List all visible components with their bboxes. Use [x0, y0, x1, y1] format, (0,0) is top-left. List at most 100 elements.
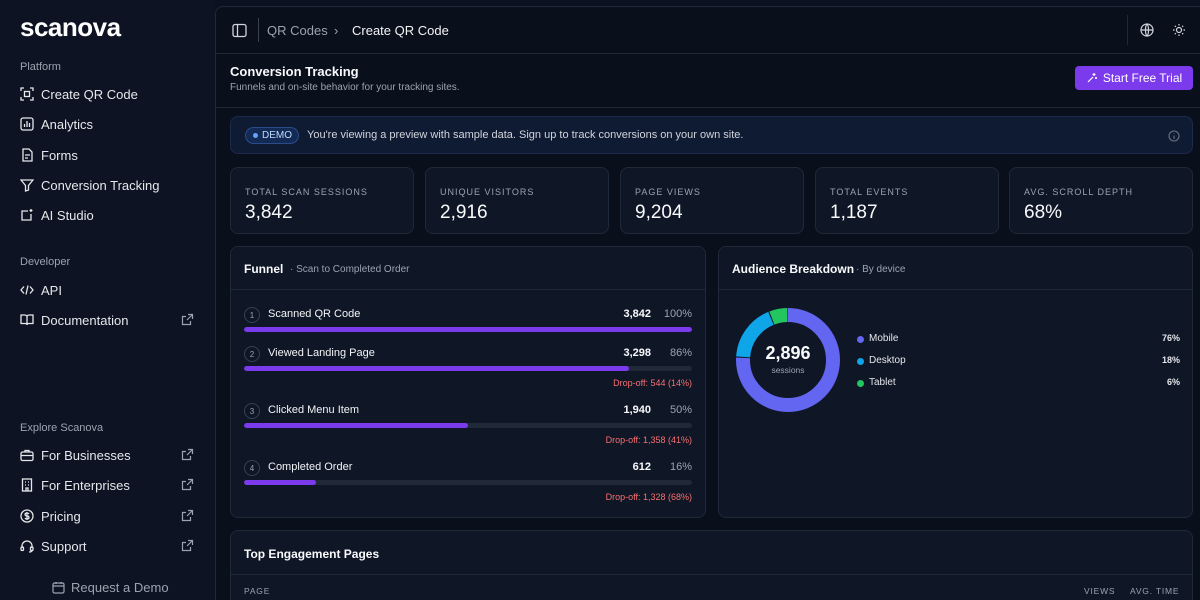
funnel-progress-track	[244, 480, 692, 485]
sidebar-item-label: Create QR Code	[41, 86, 138, 102]
request-demo-label: Request a Demo	[71, 580, 169, 595]
theme-sun-icon[interactable]	[1172, 23, 1186, 37]
funnel-progress-fill	[244, 366, 630, 371]
sidebar-item-analytics[interactable]: Analytics	[20, 113, 200, 135]
stat-label: TOTAL EVENTS	[830, 187, 909, 197]
funnel-step-number: 2	[244, 346, 260, 362]
sidebar-item-label: Conversion Tracking	[41, 177, 160, 193]
donut-slice-mobile[interactable]	[736, 308, 840, 412]
funnel-card-header: Funnel · Scan to Completed Order	[231, 247, 705, 290]
funnel-progress-track	[244, 327, 692, 332]
start-free-trial-label: Start Free Trial	[1102, 71, 1183, 85]
explore-section-label: Explore Scanova	[20, 422, 104, 434]
external-link-icon	[181, 448, 194, 461]
scanova-logo[interactable]: scanova	[20, 12, 121, 42]
sidebar-item-for-businesses[interactable]: For Businesses	[20, 444, 200, 466]
column-header-page[interactable]: PAGE	[244, 586, 271, 596]
form-icon	[20, 148, 34, 162]
breadcrumb-qr-codes[interactable]: QR Codes	[267, 23, 328, 38]
legend-item-mobile: Mobile 76%	[857, 333, 1180, 347]
funnel-dropoff: Drop-off: 1,328 (68%)	[605, 492, 692, 502]
topbar-divider	[258, 18, 259, 42]
qr-scan-icon	[20, 87, 34, 101]
stat-label: PAGE VIEWS	[635, 187, 701, 197]
legend-item-tablet: Tablet 6%	[857, 377, 1180, 391]
breadcrumb-chevron-icon: ›	[334, 23, 339, 38]
sidebar-item-conversion-tracking[interactable]: Conversion Tracking	[20, 174, 200, 196]
sidebar-item-support[interactable]: Support	[20, 535, 200, 557]
bar-chart-icon	[20, 117, 34, 131]
funnel-step-percent: 86%	[669, 347, 692, 359]
engagement-table-header: PAGE VIEWS AVG. TIME	[231, 574, 1192, 600]
start-free-trial-button[interactable]: Start Free Trial	[1075, 66, 1193, 90]
sidebar-item-label: API	[41, 282, 62, 298]
funnel-step: 4 Completed Order 612 16% Drop-off: 1,328 (6…	[244, 460, 692, 502]
funnel-dropoff: Drop-off: 1,358 (41%)	[605, 435, 692, 445]
external-link-icon	[181, 509, 194, 522]
request-demo-link[interactable]: Request a Demo	[52, 580, 169, 595]
funnel-step: 2 Viewed Landing Page 3,298 86% Drop-off: 54…	[244, 346, 692, 388]
topbar-divider	[1127, 15, 1128, 45]
external-link-icon	[181, 313, 194, 326]
funnel-step-percent: 16%	[669, 461, 692, 473]
sidebar-toggle-icon[interactable]	[232, 23, 247, 38]
stat-card-unique-visitors: UNIQUE VISITORS 2,916	[425, 167, 609, 234]
funnel-step-percent: 50%	[669, 404, 692, 416]
funnel-step-count: 3,298	[623, 347, 651, 359]
legend-percent: 6%	[1166, 377, 1180, 387]
legend-percent: 76%	[1161, 333, 1180, 343]
donut-total: 2,896	[765, 343, 811, 363]
external-link-icon	[181, 539, 194, 552]
stat-value: 3,842	[245, 202, 293, 223]
stat-card-total-scan-sessions: TOTAL SCAN SESSIONS 3,842	[230, 167, 414, 234]
info-icon[interactable]	[1168, 129, 1180, 142]
column-header-avg-time[interactable]: AVG. TIME	[1130, 586, 1180, 596]
sidebar-item-forms[interactable]: Forms	[20, 144, 200, 166]
funnel-step-count: 1,940	[623, 404, 651, 416]
sidebar-item-for-enterprises[interactable]: For Enterprises	[20, 474, 200, 496]
legend-item-desktop: Desktop 18%	[857, 355, 1180, 369]
book-icon	[20, 313, 34, 327]
sidebar-item-create-qr-code[interactable]: Create QR Code	[20, 83, 200, 105]
external-link-icon	[181, 478, 194, 491]
stat-value: 1,187	[830, 202, 878, 223]
funnel-step-number: 3	[244, 403, 260, 419]
funnel-step-count: 3,842	[623, 308, 651, 320]
headset-icon	[20, 539, 34, 553]
column-header-views[interactable]: VIEWS	[1084, 586, 1116, 596]
funnel-step-name: Completed Order	[268, 461, 353, 473]
header-divider	[216, 107, 1200, 108]
funnel-progress-fill	[244, 423, 468, 428]
briefcase-icon	[20, 448, 34, 462]
sidebar-item-ai-studio[interactable]: AI Studio	[20, 204, 200, 226]
language-globe-icon[interactable]	[1140, 23, 1154, 37]
legend-label: Mobile	[869, 333, 899, 344]
developer-section-label: Developer	[20, 256, 71, 268]
funnel-step-count: 612	[632, 461, 651, 473]
demo-badge-label: DEMO	[262, 130, 292, 141]
sidebar-item-pricing[interactable]: Pricing	[20, 505, 200, 527]
stat-value: 9,204	[635, 202, 683, 223]
topbar: QR Codes › Create QR Code	[216, 7, 1200, 54]
sidebar-item-api[interactable]: API	[20, 279, 200, 301]
sidebar-item-documentation[interactable]: Documentation	[20, 309, 200, 331]
audience-subtitle: · By device	[856, 264, 906, 275]
legend-percent: 18%	[1161, 355, 1180, 365]
sidebar-item-label: Support	[41, 538, 87, 554]
audience-title: Audience Breakdown	[732, 262, 855, 276]
ai-sparkle-icon	[20, 208, 34, 222]
page-title: Conversion Tracking	[230, 64, 359, 79]
demo-dot-icon	[253, 133, 258, 138]
audience-card: Audience Breakdown · By device 2,896 ses…	[718, 246, 1193, 518]
sidebar-item-label: Pricing	[41, 508, 81, 524]
funnel-step-number: 4	[244, 460, 260, 476]
funnel-progress-track	[244, 423, 692, 428]
funnel-step-name: Scanned QR Code	[268, 308, 361, 320]
breadcrumb-current: Create QR Code	[352, 23, 449, 38]
funnel-card: Funnel · Scan to Completed Order 1 Scanne…	[230, 246, 706, 518]
legend-dot-icon	[857, 380, 864, 387]
stat-value: 2,916	[440, 202, 488, 223]
calendar-icon	[52, 581, 65, 594]
sidebar-item-label: For Enterprises	[41, 477, 130, 493]
device-donut-chart	[736, 308, 840, 412]
